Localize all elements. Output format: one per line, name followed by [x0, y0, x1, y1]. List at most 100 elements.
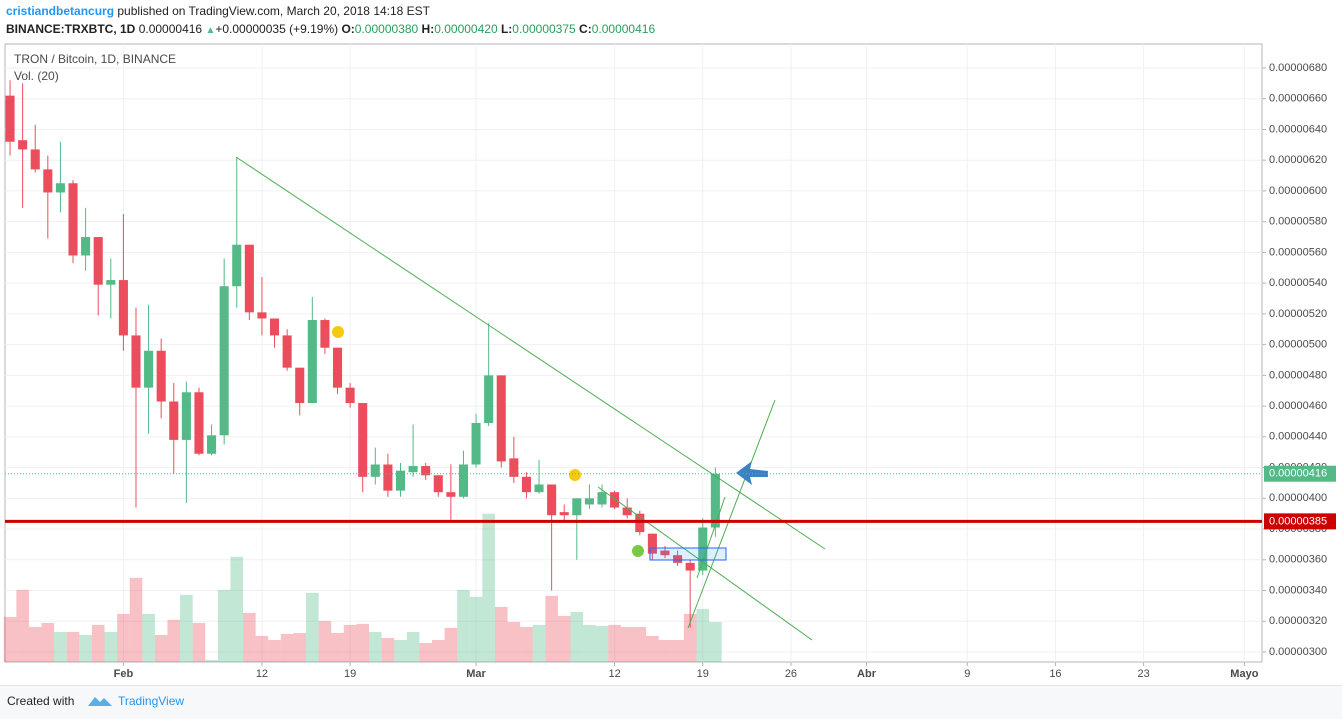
candle-body: [358, 403, 368, 477]
candle-body: [295, 367, 305, 404]
y-tick-label: 0.00000500: [1269, 339, 1327, 351]
trend-line: [687, 399, 776, 629]
y-tick-label: 0.00000340: [1269, 584, 1327, 596]
y-tick-label: 0.00000640: [1269, 123, 1327, 135]
y-tick-label: 0.00000400: [1269, 492, 1327, 504]
candle-body: [244, 244, 254, 313]
volume-bar: [54, 631, 67, 662]
candle-body: [572, 498, 582, 516]
h-label: H:: [421, 22, 435, 36]
candle-body: [685, 562, 695, 571]
candle-body: [55, 183, 65, 193]
volume-bar: [595, 625, 609, 662]
price: 0.00000416: [138, 22, 203, 36]
y-tick-label: 0.00000660: [1269, 93, 1327, 105]
candle-body: [232, 244, 242, 287]
volume-bar: [646, 635, 659, 662]
y-tick-label: 0.00000520: [1269, 308, 1327, 320]
price-tag: [1264, 465, 1336, 482]
candle-body: [421, 466, 431, 476]
volume-bar: [369, 631, 382, 662]
x-tick-label: Feb: [114, 668, 134, 680]
volume-bar: [293, 632, 307, 662]
y-tick-label: 0.00000580: [1269, 216, 1327, 228]
candle-body: [207, 435, 217, 454]
volume-bar: [230, 556, 244, 662]
brand[interactable]: TradingView: [118, 694, 185, 708]
candle-body: [131, 335, 141, 388]
price-tag-label: 0.00000385: [1269, 515, 1327, 527]
candle-body: [408, 466, 418, 473]
c-value: 0.00000416: [591, 22, 656, 36]
candle-body: [93, 237, 103, 285]
volume-bar: [343, 624, 357, 662]
volume-bar: [532, 624, 546, 662]
volume-bar: [545, 595, 558, 662]
candle-body: [320, 320, 330, 348]
candle-body: [106, 280, 116, 285]
volume-bar: [494, 606, 508, 662]
volume-bar: [381, 637, 395, 662]
volume-bar: [154, 634, 168, 662]
drawings: [235, 156, 826, 641]
x-tick-label: Mayo: [1230, 668, 1258, 680]
trend-line: [235, 156, 826, 550]
volume-bar: [444, 627, 458, 662]
y-tick-label: 0.00000620: [1269, 154, 1327, 166]
y-tick-label: 0.00000440: [1269, 431, 1327, 443]
candle-body: [81, 237, 91, 256]
volume-bar: [180, 594, 193, 662]
candle-body: [559, 512, 569, 516]
created-with: Created with: [7, 694, 75, 708]
candle-body: [433, 475, 443, 493]
y-tick-label: 0.00000680: [1269, 62, 1327, 74]
volume-bar: [419, 642, 432, 662]
x-tick-label: 19: [344, 668, 356, 680]
trend-line: [597, 486, 813, 641]
candle-body: [446, 492, 456, 497]
volume-bar: [507, 621, 521, 662]
candle-body: [156, 350, 166, 402]
candle-body: [68, 183, 78, 256]
volume-bar: [683, 613, 697, 662]
box-drawing: [649, 547, 727, 561]
candle-body: [660, 550, 670, 556]
volume-bar: [520, 626, 533, 662]
y-tick-label: 0.00000560: [1269, 246, 1327, 258]
y-tick-label: 0.00000480: [1269, 369, 1327, 381]
volume-bar: [583, 624, 596, 662]
y-tick-label: 0.00000540: [1269, 277, 1327, 289]
candle-body: [584, 498, 594, 505]
candle-body: [471, 423, 481, 465]
y-tick-label: 0.00000300: [1269, 646, 1327, 658]
trend-line: [696, 496, 726, 579]
marker-dot: [332, 326, 344, 338]
x-tick-label: 9: [964, 668, 970, 680]
x-tick-label: 16: [1049, 668, 1061, 680]
volume-bar: [117, 613, 130, 662]
author[interactable]: cristiandbetancurg: [6, 4, 115, 18]
volume-bar: [570, 611, 584, 662]
candle-body: [194, 392, 204, 454]
o-label: O:: [341, 22, 355, 36]
candle-body: [534, 484, 544, 493]
candle-body: [547, 484, 557, 516]
x-tick-label: Abr: [857, 668, 877, 680]
candle-body: [635, 513, 645, 533]
volume-bar: [608, 624, 621, 662]
candle-body: [673, 555, 683, 563]
volume-bar: [557, 615, 571, 662]
volume-bar: [671, 639, 684, 662]
volume-bar: [66, 631, 80, 662]
chart-title: TRON / Bitcoin, 1D, BINANCE: [14, 52, 176, 66]
candle-body: [144, 350, 154, 388]
volume-bar: [243, 612, 256, 662]
marker-dot: [569, 469, 581, 481]
volume-bar: [167, 619, 181, 662]
plot-frame: [4, 43, 1263, 663]
candle-body: [710, 473, 720, 528]
volume-bar: [41, 622, 55, 662]
volume-bar: [28, 626, 42, 662]
volume-bar: [620, 626, 634, 662]
